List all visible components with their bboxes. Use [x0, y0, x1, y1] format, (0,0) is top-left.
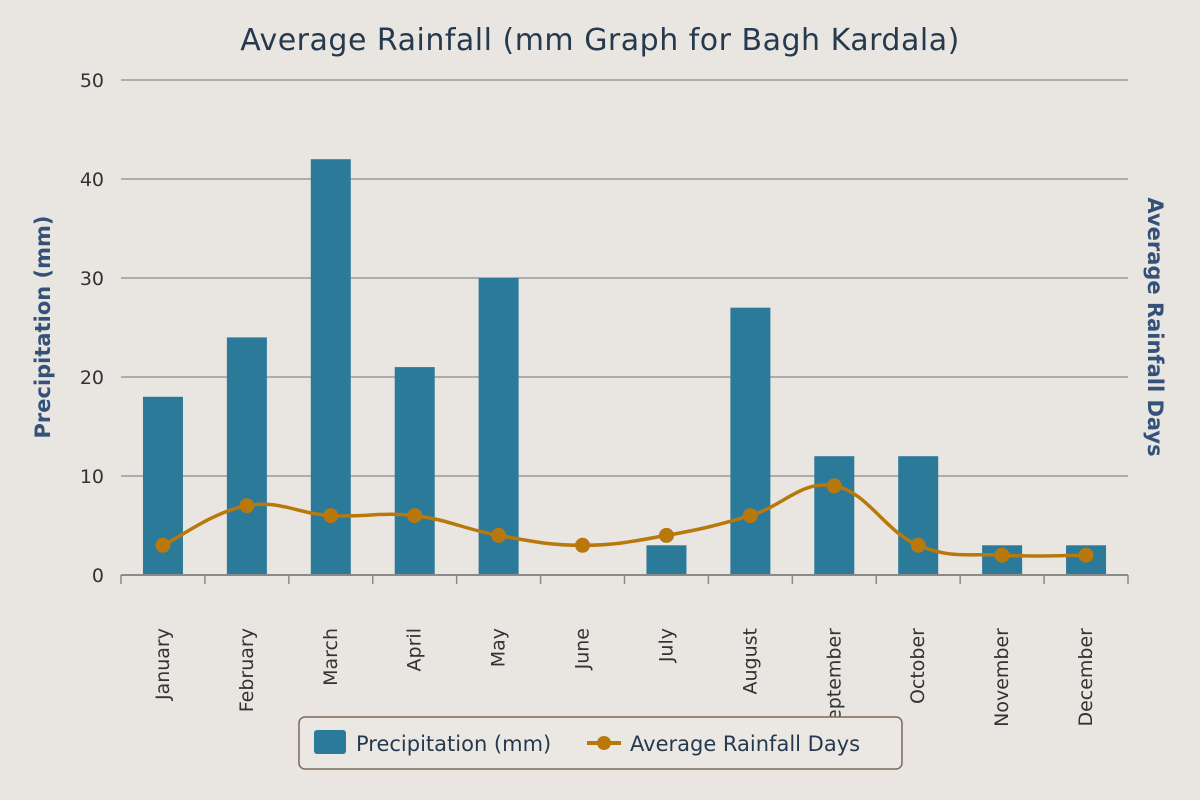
bar[interactable] — [898, 456, 939, 575]
line-series — [155, 478, 1094, 563]
x-tick-label: July — [655, 628, 677, 663]
bar[interactable] — [730, 307, 771, 575]
y-tick-label: 10 — [80, 466, 104, 488]
gridlines — [121, 79, 1128, 477]
legend-line-marker — [597, 736, 611, 750]
x-tick-label: February — [236, 628, 258, 712]
y-axis-ticks: 0 10 20 30 40 50 — [80, 70, 104, 587]
legend-item-precipitation[interactable]: Precipitation (mm) — [356, 732, 551, 756]
x-tick-label: June — [572, 628, 594, 670]
x-tick-label: October — [907, 628, 929, 704]
x-tick-label: March — [320, 628, 342, 686]
x-tick-label: December — [1075, 628, 1097, 727]
line-point[interactable] — [323, 508, 339, 524]
line-point[interactable] — [575, 537, 591, 553]
x-tick-label: August — [739, 628, 761, 695]
bar[interactable] — [646, 545, 687, 575]
line-point[interactable] — [239, 498, 255, 514]
x-tick-label: November — [991, 628, 1013, 727]
y-tick-label: 50 — [80, 70, 104, 92]
legend-item-rainfall-days[interactable]: Average Rainfall Days — [630, 732, 860, 756]
x-tick-label: May — [488, 628, 510, 667]
line-point[interactable] — [742, 508, 758, 524]
line-point[interactable] — [407, 508, 423, 524]
y-tick-label: 20 — [80, 367, 104, 389]
x-axis-ticks: January February March April May June July Augu… — [120, 574, 1129, 733]
x-tick-label: January — [152, 628, 174, 701]
bar[interactable] — [394, 367, 435, 575]
line-point[interactable] — [1078, 547, 1094, 563]
line-point[interactable] — [994, 547, 1010, 563]
legend-bar-swatch — [314, 730, 346, 754]
y2-axis-label: Average Rainfall Days — [1143, 197, 1167, 456]
chart-title: Average Rainfall (mm Graph for Bagh Kard… — [240, 23, 960, 58]
bar[interactable] — [814, 456, 855, 575]
y-tick-label: 0 — [92, 565, 104, 587]
line-point[interactable] — [658, 527, 674, 543]
bar-series — [142, 159, 1107, 575]
line-point[interactable] — [910, 537, 926, 553]
line-point[interactable] — [826, 478, 842, 494]
line-point[interactable] — [155, 537, 171, 553]
legend[interactable]: Precipitation (mm) Average Rainfall Days — [298, 716, 903, 770]
rainfall-days-line — [162, 483, 1087, 558]
y-tick-label: 40 — [80, 169, 104, 191]
x-tick-label: September — [823, 628, 845, 733]
y-axis-label: Precipitation (mm) — [31, 216, 55, 439]
bar[interactable] — [478, 278, 519, 575]
y-tick-label: 30 — [80, 268, 104, 290]
line-point[interactable] — [491, 527, 507, 543]
bar[interactable] — [226, 337, 267, 575]
x-tick-label: April — [404, 628, 426, 671]
bar[interactable] — [310, 159, 351, 575]
